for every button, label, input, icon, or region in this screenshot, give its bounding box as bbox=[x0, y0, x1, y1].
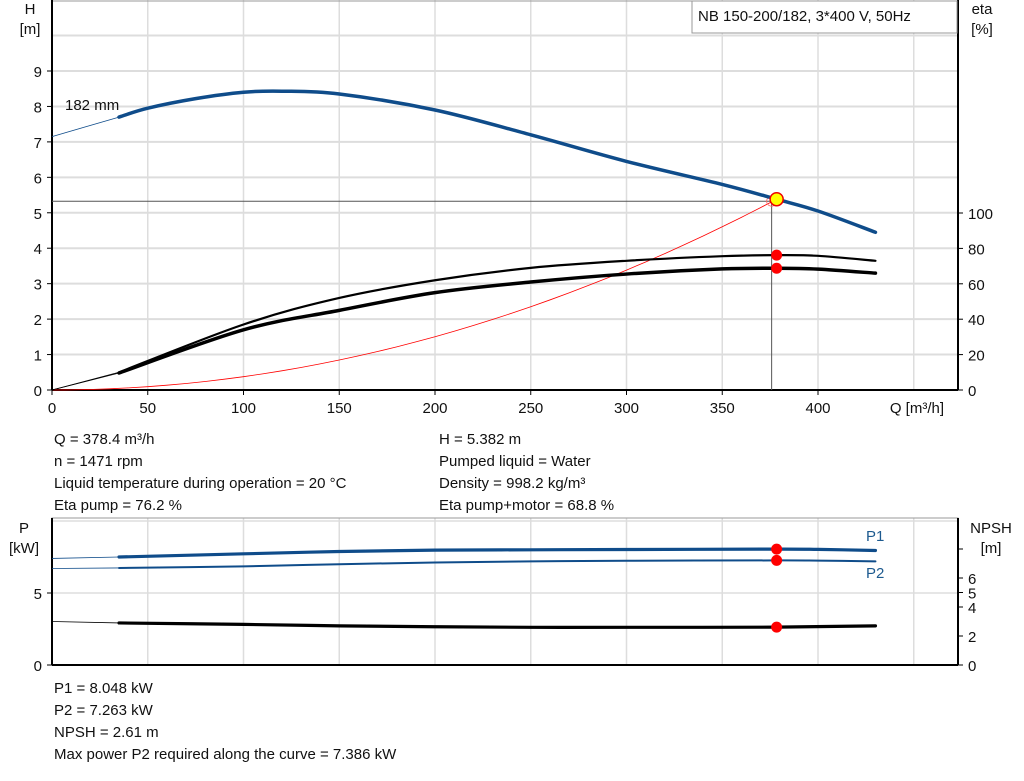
density-readout: Density = 998.2 kg/m³ bbox=[439, 475, 586, 492]
h-tick-label: 9 bbox=[34, 64, 42, 81]
npsh-axis-label: NPSH bbox=[970, 520, 1012, 537]
head-readout: H = 5.382 m bbox=[439, 431, 522, 448]
q-axis-label: Q [m³/h] bbox=[890, 400, 944, 417]
eta-axis-label: eta bbox=[972, 1, 994, 18]
curve-extrapolation bbox=[51, 372, 120, 391]
q-tick-label: 250 bbox=[518, 400, 543, 417]
system-curve bbox=[51, 198, 777, 391]
impeller-diameter-label: 182 mm bbox=[65, 97, 119, 114]
h-tick-label: 1 bbox=[34, 348, 42, 365]
npsh-marker bbox=[771, 621, 783, 633]
p-axis-label: [kW] bbox=[9, 540, 39, 557]
p1-curve bbox=[117, 547, 878, 559]
p1-marker bbox=[771, 543, 783, 555]
eta-tick-label: 40 bbox=[968, 312, 985, 329]
h-tick-label: 7 bbox=[34, 135, 42, 152]
npsh-tick-label: 5 bbox=[968, 586, 976, 603]
chart-title: NB 150-200/182, 3*400 V, 50Hz bbox=[698, 8, 911, 25]
p2-curve bbox=[118, 559, 877, 569]
h-tick-label: 4 bbox=[34, 241, 42, 258]
readout-right: H = 5.382 m Pumped liquid = Water Densit… bbox=[439, 429, 614, 517]
qh-curve bbox=[117, 89, 878, 235]
eta-total-curve bbox=[117, 266, 878, 375]
q-tick-label: 100 bbox=[231, 400, 256, 417]
q-tick-label: 50 bbox=[139, 400, 156, 417]
speed-readout: n = 1471 rpm bbox=[54, 453, 143, 470]
h-tick-label: 5 bbox=[34, 206, 42, 223]
p2-label: P2 bbox=[866, 565, 884, 582]
eta-total-marker bbox=[771, 262, 783, 274]
q-tick-label: 0 bbox=[48, 400, 56, 417]
npsh-tick-label: 4 bbox=[968, 600, 976, 617]
max-p2-readout: Max power P2 required along the curve = … bbox=[54, 746, 397, 763]
eta-tick-label: 80 bbox=[968, 241, 985, 258]
flow-readout: Q = 378.4 m³/h bbox=[54, 431, 155, 448]
operating-point-marker bbox=[769, 191, 784, 207]
h-tick-label: 3 bbox=[34, 277, 42, 294]
temperature-readout: Liquid temperature during operation = 20… bbox=[54, 475, 347, 492]
q-tick-label: 150 bbox=[327, 400, 352, 417]
plot-frame bbox=[51, 517, 959, 666]
h-axis-label: [m] bbox=[20, 21, 41, 38]
npsh-tick-label: 2 bbox=[968, 629, 976, 646]
npsh-axis-label: [m] bbox=[981, 540, 1002, 557]
readout-power: P1 = 8.048 kW P2 = 7.263 kW NPSH = 2.61 … bbox=[54, 678, 396, 766]
npsh-curve bbox=[117, 621, 878, 629]
q-tick-label: 300 bbox=[614, 400, 639, 417]
p-tick-label: 0 bbox=[34, 658, 42, 675]
eta-pump-readout: Eta pump = 76.2 % bbox=[54, 497, 182, 514]
eta-tick-label: 60 bbox=[968, 277, 985, 294]
eta-tick-label: 0 bbox=[968, 383, 976, 400]
curve-extrapolation bbox=[51, 556, 120, 559]
readout-left: Q = 378.4 m³/h n = 1471 rpm Liquid tempe… bbox=[54, 429, 346, 517]
h-axis-label: H bbox=[25, 1, 36, 18]
eta-axis-label: [%] bbox=[971, 21, 993, 38]
p-tick-label: 5 bbox=[34, 586, 42, 603]
p2-marker bbox=[771, 554, 783, 566]
eta-pump-curve bbox=[117, 253, 877, 374]
curve-extrapolation bbox=[51, 567, 120, 569]
p-axis-label: P bbox=[19, 520, 29, 537]
curve-extrapolation bbox=[51, 116, 120, 137]
npsh-readout: NPSH = 2.61 m bbox=[54, 724, 159, 741]
eta-total-readout: Eta pump+motor = 68.8 % bbox=[439, 497, 615, 514]
eta-tick-label: 100 bbox=[968, 206, 993, 223]
q-tick-label: 350 bbox=[710, 400, 735, 417]
npsh-tick-label: 6 bbox=[968, 571, 976, 588]
curve-extrapolation bbox=[51, 621, 120, 624]
liquid-readout: Pumped liquid = Water bbox=[439, 453, 591, 470]
h-tick-label: 6 bbox=[34, 170, 42, 187]
eta-pump-marker bbox=[771, 249, 783, 261]
h-tick-label: 2 bbox=[34, 312, 42, 329]
p1-label: P1 bbox=[866, 528, 884, 545]
eta-tick-label: 20 bbox=[968, 348, 985, 365]
npsh-tick-label: 0 bbox=[968, 658, 976, 675]
q-tick-label: 200 bbox=[422, 400, 447, 417]
p2-readout: P2 = 7.263 kW bbox=[54, 702, 153, 719]
h-tick-label: 8 bbox=[34, 99, 42, 116]
title-box bbox=[691, 0, 958, 34]
plot-frame bbox=[51, 0, 959, 391]
q-tick-label: 400 bbox=[805, 400, 830, 417]
p1-readout: P1 = 8.048 kW bbox=[54, 680, 153, 697]
h-tick-label: 0 bbox=[34, 383, 42, 400]
